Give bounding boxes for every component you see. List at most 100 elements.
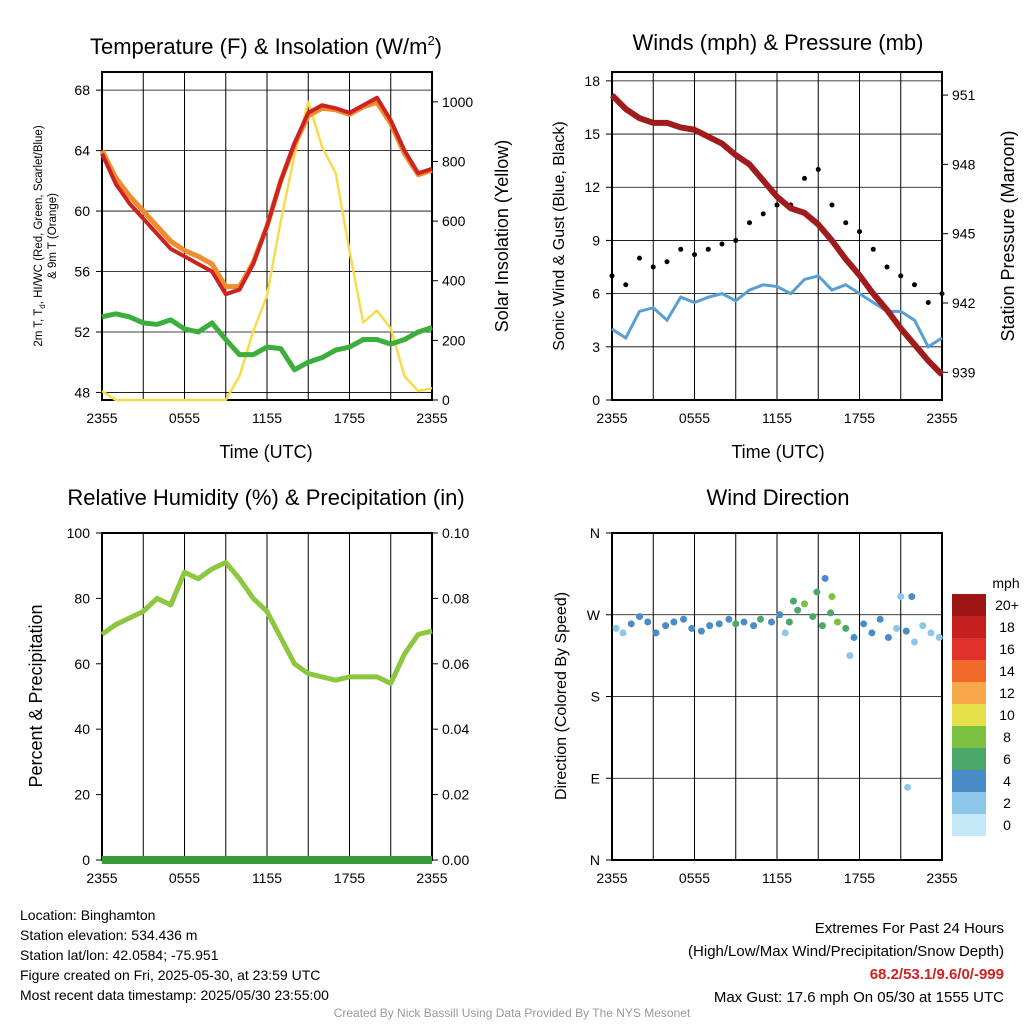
direction-point (768, 618, 775, 626)
rh-y-axis-label: Percent & Precipitation (26, 604, 46, 787)
gust-point (637, 255, 642, 261)
direction-point (801, 600, 808, 608)
temp-y-tick-label: 52 (74, 324, 90, 340)
rh-y2-tick-label: 0.08 (442, 590, 469, 606)
direction-point (636, 613, 643, 621)
gust-point (719, 241, 725, 247)
wind-y2-tick-label: 942 (952, 295, 976, 311)
pressure-series-line (609, 92, 945, 377)
direction-point (725, 615, 733, 623)
created-text: Figure created on Fri, 2025-05-30, at 23… (20, 967, 321, 983)
temp-y2-axis-label: Solar Insolation (Yellow) (492, 140, 512, 332)
legend-label: 0 (1003, 817, 1011, 833)
direction-point (715, 620, 723, 628)
legend-swatch (952, 814, 986, 836)
direction-point (897, 593, 905, 601)
direction-point (809, 613, 817, 621)
gust-point (650, 264, 656, 270)
rh-x-tick-label: 1155 (252, 870, 282, 886)
direction-point (781, 629, 789, 637)
gust-point (609, 273, 615, 279)
wind-y2-tick-label: 939 (952, 364, 976, 380)
temp-y2-tick-label: 600 (442, 213, 466, 229)
rh-x-tick-label: 2355 (86, 870, 117, 886)
gust-point (705, 246, 711, 252)
direction-point (644, 618, 652, 626)
extremes-values: 68.2/53.1/9.6/0/-999 (869, 966, 1004, 983)
temp-series-2m-t (100, 95, 433, 297)
rh-panel-title: Relative Humidity (%) & Precipitation (i… (67, 485, 464, 510)
rh-y-tick-label: 60 (74, 656, 90, 672)
direction-point (627, 620, 635, 628)
dir-y-axis-label: Direction (Colored By Speed) (553, 592, 570, 800)
gust-point (747, 220, 752, 226)
direction-point (893, 624, 901, 632)
wind-y2-tick-label: 948 (952, 156, 976, 172)
wind-y-tick-label: 6 (592, 286, 600, 302)
gust-point (815, 167, 821, 173)
temp-y2-tick-label: 0 (442, 392, 450, 408)
wind-direction-plot: 2355 0555 1155 1755 2355 N E S W N (587, 525, 958, 886)
temp-x-tick-label: 2355 (86, 410, 117, 426)
wind-y2-tick-label: 945 (952, 226, 976, 242)
dir-y-tick-label: S (591, 689, 600, 705)
temp-y-axis-label-line2: & 9m T (Orange) (47, 193, 59, 279)
legend-label: 8 (1003, 729, 1011, 745)
direction-point (818, 622, 826, 630)
wind-x-tick-label: 2355 (926, 410, 957, 426)
gust-point (829, 202, 835, 208)
gust-point (925, 299, 931, 305)
rh-x-tick-label: 0555 (169, 870, 200, 886)
wind-x-tick-label: 2355 (596, 410, 627, 426)
legend-swatch (952, 748, 986, 770)
legend-label: 18 (999, 619, 1015, 635)
wind-y-tick-label: 18 (584, 73, 600, 89)
temp-y-tick-label: 56 (74, 264, 90, 280)
temp-x-tick-label: 1755 (334, 410, 365, 426)
direction-point (828, 593, 836, 601)
gust-point (774, 202, 780, 208)
direction-point (876, 615, 884, 623)
dir-y-tick-label: W (587, 607, 601, 623)
wind-y-tick-label: 9 (592, 232, 600, 248)
wind-x-tick-label: 0555 (679, 410, 710, 426)
extremes-box: Extremes For Past 24 Hours (High/Low/Max… (688, 917, 1004, 1009)
direction-point (790, 597, 797, 605)
direction-point (908, 593, 916, 601)
dir-x-tick-label: 2355 (926, 870, 957, 886)
speed-legend: mph 0 2 4 6 8 10 12 14 16 18 20+ (952, 575, 1020, 836)
direction-point (846, 652, 854, 660)
temp-series-td (101, 311, 433, 373)
latlon-text: Station lat/lon: 42.0584; -75.951 (20, 947, 219, 963)
gust-point (857, 229, 862, 235)
temp-x-tick-label: 1155 (252, 410, 282, 426)
wind-x-tick-label: 1755 (844, 410, 875, 426)
gust-point (760, 211, 766, 217)
rh-y-tick-label: 20 (74, 787, 90, 803)
legend-label: 2 (1003, 795, 1011, 811)
rh-y2-tick-label: 0.02 (442, 787, 469, 803)
rh-x-tick-label: 2355 (416, 870, 447, 886)
direction-point (813, 588, 821, 596)
gust-point (912, 282, 917, 288)
wind-x-tick-label: 1155 (762, 410, 792, 426)
wind-y-tick-label: 0 (592, 392, 600, 408)
direction-point (919, 622, 927, 630)
extremes-title: Extremes For Past 24 Hours (814, 920, 1004, 937)
rh-y-tick-label: 100 (67, 525, 91, 541)
wind-y-axis-label: Sonic Wind & Gust (Blue, Black) (551, 121, 568, 350)
rh-y-tick-label: 0 (82, 852, 90, 868)
gust-point (870, 246, 876, 252)
direction-point (911, 638, 918, 646)
direction-point (697, 627, 705, 635)
direction-point (662, 622, 670, 630)
rh-y-tick-label: 40 (74, 721, 90, 737)
legend-label: 12 (999, 685, 1015, 701)
temperature-plot: 2355 0555 1155 1755 2355 48 52 56 60 64 68 0 200 400 6… (74, 71, 473, 426)
rh-y2-tick-label: 0.10 (442, 525, 469, 541)
wind-y2-tick-label: 951 (952, 87, 976, 103)
gust-point (802, 175, 807, 181)
direction-point (827, 609, 835, 617)
temp-x-tick-label: 2355 (416, 410, 447, 426)
direction-point (732, 620, 740, 628)
